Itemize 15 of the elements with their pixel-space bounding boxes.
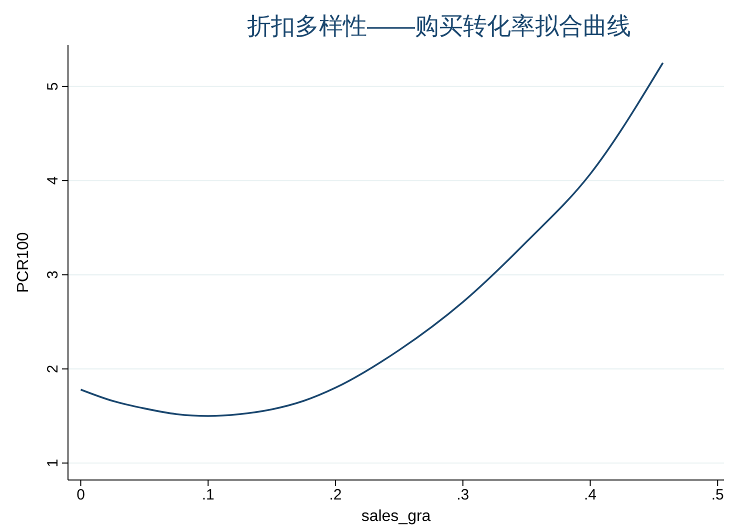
y-tick-label: 3 — [44, 270, 62, 279]
x-tick-label: 0 — [76, 486, 85, 504]
x-axis-title: sales_gra — [361, 508, 431, 525]
chart-title: 折扣多样性——购买转化率拟合曲线 — [247, 13, 631, 40]
y-tick-label: 2 — [44, 364, 62, 374]
x-tick-label: .2 — [329, 486, 342, 504]
y-tick-label: 1 — [44, 458, 62, 468]
y-tick-label: 4 — [44, 176, 62, 185]
line-series — [80, 62, 664, 417]
x-tick-label: .3 — [456, 486, 470, 504]
y-tick-label: 5 — [44, 82, 62, 91]
x-tick-label: .4 — [584, 486, 597, 504]
x-tick-label: .1 — [202, 486, 214, 504]
y-axis-title: PCR100 — [15, 232, 32, 293]
x-tick-label: .5 — [711, 486, 724, 504]
